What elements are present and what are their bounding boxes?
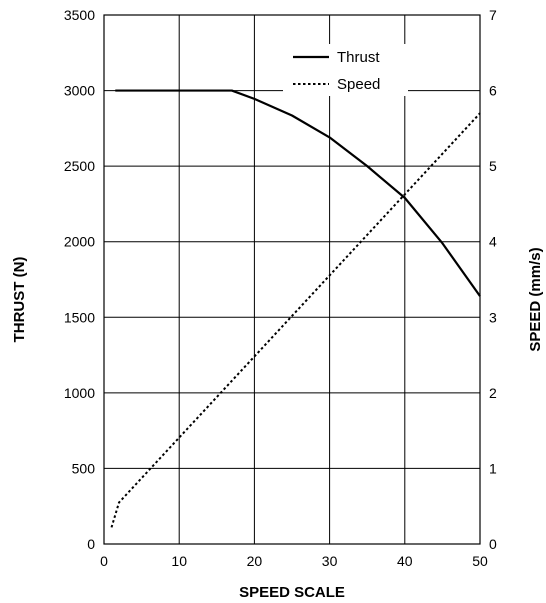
x-tick-label: 30 <box>322 553 338 569</box>
y-right-tick-label: 6 <box>489 83 497 99</box>
legend: Thrust Speed <box>283 44 408 96</box>
y-left-tick-label: 1000 <box>64 385 95 401</box>
y-left-tick-label: 1500 <box>64 309 95 325</box>
y-right-tick-label: 7 <box>489 7 497 23</box>
y-right-tick-label: 5 <box>489 158 497 174</box>
grid-layer <box>104 15 480 544</box>
y-left-tick-label: 500 <box>72 460 96 476</box>
x-tick-label: 20 <box>247 553 263 569</box>
legend-label-speed: Speed <box>337 76 380 93</box>
series-line-thrust <box>115 89 481 297</box>
y-right-tick-label: 2 <box>489 385 497 401</box>
x-tick-label: 40 <box>397 553 413 569</box>
y-left-tick-label: 3000 <box>64 83 95 99</box>
y-axis-right-title: SPEED (mm/s) <box>527 247 544 351</box>
y-left-tick-label: 3500 <box>64 7 95 23</box>
y-left-tick-label: 0 <box>87 536 95 552</box>
y-right-tick-label: 1 <box>489 460 497 476</box>
series-layer <box>110 89 481 528</box>
ticks-layer: 0 10 20 30 40 5005001000150020002500300035000… <box>64 7 497 569</box>
x-tick-label: 50 <box>472 553 488 569</box>
x-axis-title: SPEED SCALE <box>239 584 345 601</box>
y-left-tick-label: 2500 <box>64 158 95 174</box>
legend-background <box>283 44 408 96</box>
legend-label-thrust: Thrust <box>337 49 380 66</box>
y-right-tick-label: 4 <box>489 234 497 250</box>
y-left-tick-label: 2000 <box>64 234 95 250</box>
x-tick-label: 0 <box>100 553 108 569</box>
plot-frame <box>103 14 481 545</box>
y-axis-left-title: THRUST (N) <box>11 257 28 343</box>
x-tick-label: 10 <box>171 553 187 569</box>
y-right-tick-label: 0 <box>489 536 497 552</box>
y-right-tick-label: 3 <box>489 309 497 325</box>
series-line-speed <box>110 112 481 528</box>
